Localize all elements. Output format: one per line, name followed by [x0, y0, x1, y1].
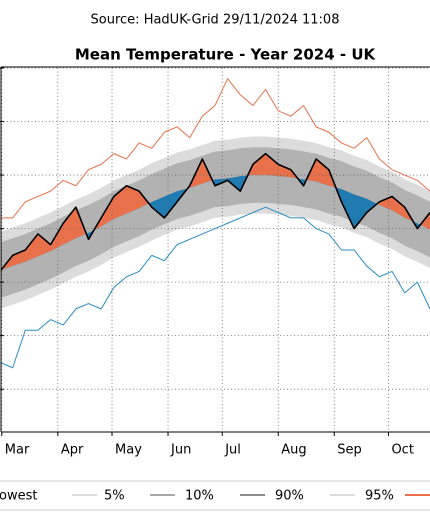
legend-label: Lowest: [0, 489, 37, 504]
x-tick-label: Mar: [5, 443, 30, 458]
legend-label: 90%: [275, 489, 304, 504]
series-line: [1, 152, 430, 272]
x-tick-label: Jul: [224, 443, 241, 458]
x-tick-label: May: [115, 443, 142, 458]
x-tick-label: Apr: [61, 443, 84, 458]
x-tick-label: Oct: [391, 443, 413, 458]
chart-subtitle: Source: HadUK-Grid 29/11/2024 11:08: [91, 13, 340, 28]
x-tick-label: Jun: [170, 443, 191, 458]
series-line: [1, 206, 430, 369]
x-tick-label: Aug: [281, 443, 306, 458]
x-tick-label: Sep: [337, 443, 362, 458]
legend-label: 10%: [185, 489, 214, 504]
legend-box: [0, 480, 430, 511]
percentile-band: [1, 147, 430, 298]
plot-area: [1, 67, 430, 432]
chart-title: Mean Temperature - Year 2024 - UK: [75, 46, 377, 64]
legend-label: 5%: [104, 489, 125, 504]
series-line: [1, 78, 430, 219]
legend-label: 95%: [365, 489, 394, 504]
above-fill: [1, 153, 430, 271]
